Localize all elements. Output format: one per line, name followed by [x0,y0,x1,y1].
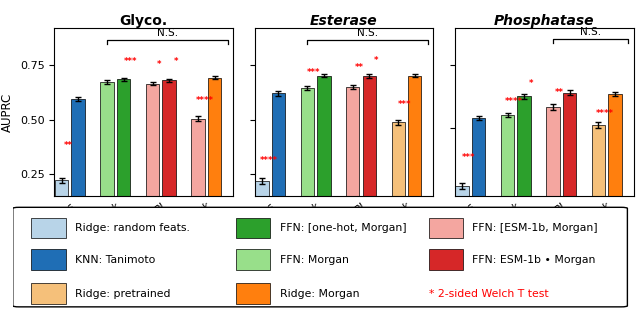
Bar [55,180,68,229]
Text: **: ** [556,88,564,97]
Text: FFN: Morgan: FFN: Morgan [280,255,349,265]
Text: N.S.: N.S. [357,28,378,38]
Bar [163,80,176,229]
Title: Phosphatase: Phosphatase [494,14,595,28]
Text: **: ** [355,63,364,72]
Text: **: ** [64,141,73,150]
Bar [117,79,131,229]
FancyBboxPatch shape [236,283,271,304]
FancyBboxPatch shape [429,249,463,270]
Text: *: * [173,57,178,66]
FancyBboxPatch shape [13,207,627,307]
Text: N.S.: N.S. [580,27,601,37]
FancyBboxPatch shape [236,249,271,270]
FancyBboxPatch shape [236,218,271,238]
Bar [72,99,85,229]
Text: ****: **** [260,156,278,165]
Bar [271,93,285,229]
Bar [455,186,468,252]
Bar [317,76,331,229]
Text: Ridge: Morgan: Ridge: Morgan [280,289,359,299]
Text: FFN: [ESM-1b, Morgan]: FFN: [ESM-1b, Morgan] [472,223,598,233]
Text: ***: *** [307,68,321,77]
Bar [346,87,360,229]
Text: * 2-sided Welch T test: * 2-sided Welch T test [429,289,548,299]
FancyBboxPatch shape [429,218,463,238]
Bar [146,84,159,229]
Text: *: * [157,60,161,69]
Text: ***: *** [462,153,476,162]
FancyBboxPatch shape [31,249,65,270]
Bar [563,93,576,252]
Bar [501,115,515,252]
Text: *: * [374,56,378,65]
FancyBboxPatch shape [31,283,65,304]
Bar [392,122,405,229]
Text: Ridge: pretrained: Ridge: pretrained [75,289,170,299]
Bar [517,96,531,252]
Text: N.S.: N.S. [157,28,178,38]
Text: FFN: ESM-1b • Morgan: FFN: ESM-1b • Morgan [472,255,596,265]
Y-axis label: AUPRC: AUPRC [1,92,14,132]
Text: KNN: Tanimoto: KNN: Tanimoto [75,255,156,265]
Bar [472,118,485,252]
Bar [408,76,422,229]
Text: FFN: [one-hot, Morgan]: FFN: [one-hot, Morgan] [280,223,406,233]
Bar [547,107,560,252]
Bar [191,118,205,229]
Text: ****: **** [505,97,524,106]
FancyBboxPatch shape [31,218,65,238]
Text: ****: **** [196,96,214,105]
Text: Ridge: random feats.: Ridge: random feats. [75,223,189,233]
Text: ****: **** [596,109,614,118]
Bar [100,82,114,229]
Bar [208,78,221,229]
Title: Glyco.: Glyco. [120,14,168,28]
Title: Esterase: Esterase [310,14,378,28]
Text: ***: *** [124,57,137,66]
Text: *: * [529,79,533,88]
Bar [363,77,376,229]
Bar [608,94,621,252]
Text: ***: *** [398,100,412,109]
Bar [592,125,605,252]
Bar [255,181,269,229]
Bar [301,88,314,229]
